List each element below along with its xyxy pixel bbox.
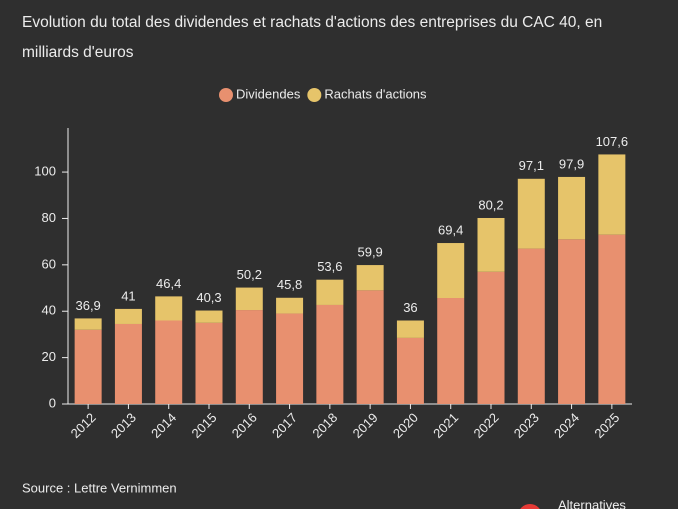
y-tick-label: 100 bbox=[34, 164, 56, 179]
chart-title: Evolution du total des dividendes et rac… bbox=[22, 14, 603, 61]
y-tick-label: 20 bbox=[42, 349, 56, 364]
total-label: 97,1 bbox=[519, 158, 544, 173]
bar-segment bbox=[74, 318, 102, 330]
legend-marker bbox=[219, 88, 233, 102]
total-label: 40,3 bbox=[196, 290, 221, 305]
x-tick-label: 2019 bbox=[350, 410, 381, 441]
x-tick-label: 2017 bbox=[269, 410, 300, 441]
bar-segment bbox=[517, 178, 545, 249]
bar-segment bbox=[195, 322, 223, 404]
total-label: 80,2 bbox=[478, 197, 503, 212]
bar-segment bbox=[477, 271, 505, 404]
x-tick-label: 2018 bbox=[309, 410, 340, 441]
x-tick-label: 2025 bbox=[591, 410, 622, 441]
bar-segment bbox=[517, 248, 545, 404]
brand-logo bbox=[520, 504, 540, 509]
total-label: 41 bbox=[121, 288, 135, 303]
legend-marker bbox=[307, 88, 322, 102]
x-tick-label: 2022 bbox=[470, 410, 501, 441]
bar-segment bbox=[598, 154, 626, 235]
bar-segment bbox=[356, 290, 384, 404]
source: Source : Lettre Vernimmen bbox=[22, 480, 177, 495]
x-tick-label: 2015 bbox=[188, 410, 219, 441]
bar-segment bbox=[114, 308, 142, 324]
legend-label: Rachats d'actions bbox=[324, 86, 427, 101]
total-label: 97,9 bbox=[559, 156, 584, 171]
total-label: 59,9 bbox=[357, 245, 382, 260]
bar-segment bbox=[437, 298, 465, 404]
total-label: 45,8 bbox=[277, 277, 302, 292]
x-tick-label: 2013 bbox=[108, 410, 139, 441]
total-label: 69,4 bbox=[438, 222, 463, 237]
bar-segment bbox=[396, 320, 424, 338]
x-tick-label: 2014 bbox=[148, 410, 179, 441]
x-tick-label: 2024 bbox=[551, 410, 582, 441]
bar-segment bbox=[195, 310, 223, 323]
brand: Alternatives bbox=[558, 497, 626, 509]
bar-segment bbox=[437, 243, 465, 299]
bar-segment bbox=[276, 313, 304, 404]
x-tick-label: 2023 bbox=[511, 410, 542, 441]
bar-segment bbox=[276, 297, 304, 314]
bar-segment bbox=[316, 304, 344, 404]
bar-segment bbox=[558, 239, 586, 404]
y-tick-label: 60 bbox=[42, 256, 56, 271]
bar-segment bbox=[155, 296, 183, 321]
legend-label: Dividendes bbox=[236, 86, 301, 101]
bar-segment bbox=[235, 287, 263, 311]
bar-segment bbox=[74, 329, 102, 404]
total-label: 107,6 bbox=[596, 134, 629, 149]
total-label: 50,2 bbox=[237, 267, 262, 282]
x-tick-label: 2021 bbox=[430, 410, 461, 441]
bar-segment bbox=[235, 310, 263, 404]
bar-segment bbox=[114, 323, 142, 404]
y-tick-label: 40 bbox=[42, 303, 56, 318]
total-label: 53,6 bbox=[317, 259, 342, 274]
bar-segment bbox=[155, 320, 183, 404]
total-label: 46,4 bbox=[156, 276, 181, 291]
bar-segment bbox=[396, 337, 424, 404]
y-tick-label: 80 bbox=[42, 210, 56, 225]
x-tick-label: 2020 bbox=[390, 410, 421, 441]
bar-segment bbox=[598, 234, 626, 404]
bar-segment bbox=[356, 265, 384, 291]
bar-segment bbox=[316, 279, 344, 305]
x-tick-label: 2012 bbox=[68, 410, 99, 441]
x-tick-label: 2016 bbox=[229, 410, 260, 441]
y-tick-label: 0 bbox=[49, 395, 56, 410]
bar-segment bbox=[558, 176, 586, 240]
bar-segment bbox=[477, 217, 505, 272]
total-label: 36,9 bbox=[75, 298, 100, 313]
total-label: 36 bbox=[403, 300, 417, 315]
